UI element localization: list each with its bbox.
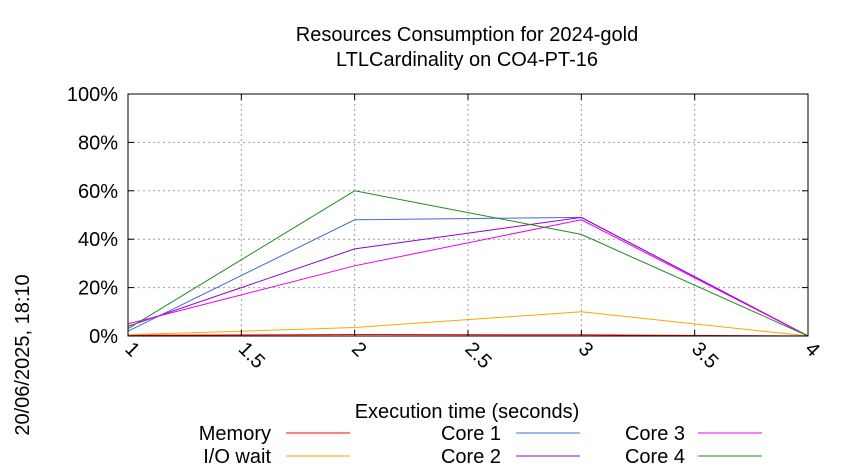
timestamp-label: 20/06/2025, 18:10 (12, 274, 34, 435)
chart-title-line-2: LTLCardinality on CO4-PT-16 (336, 49, 598, 71)
x-tick-label: 2.5 (460, 338, 495, 373)
legend-label-core-3: Core 3 (625, 423, 685, 445)
x-tick-label: 3 (574, 338, 597, 361)
x-axis-label: Execution time (seconds) (355, 401, 580, 423)
series-line-core-2 (127, 216, 809, 337)
x-tick-label: 1.5 (234, 338, 269, 373)
legend-label-core-1: Core 1 (441, 423, 501, 445)
x-tick-labels: 1 1.5 2 2.5 3 3.5 4 (120, 338, 823, 373)
chart-title-line-1: Resources Consumption for 2024-gold (296, 24, 638, 46)
legend-label-core-4: Core 4 (625, 446, 685, 468)
y-tick-label: 20% (78, 278, 118, 300)
legend-label-memory: Memory (199, 423, 271, 445)
x-tick-label: 3.5 (687, 338, 722, 373)
x-tick-label: 4 (800, 338, 823, 361)
y-tick-label: 100% (67, 84, 118, 106)
legend-label-core-2: Core 2 (441, 446, 501, 468)
x-tick-label: 1 (120, 338, 143, 361)
y-tick-label: 80% (78, 132, 118, 154)
x-tick-label: 2 (347, 338, 370, 361)
y-tick-label: 40% (78, 229, 118, 251)
y-tick-label: 0% (89, 326, 118, 348)
y-tick-label: 60% (78, 181, 118, 203)
series-line-core-3 (127, 219, 809, 337)
series-line-core-4 (127, 190, 809, 337)
legend-label-i-o-wait: I/O wait (203, 446, 271, 468)
tick-marks (127, 93, 809, 337)
y-tick-labels: 0% 20% 40% 60% 80% 100% (67, 84, 118, 348)
grid (128, 94, 808, 336)
